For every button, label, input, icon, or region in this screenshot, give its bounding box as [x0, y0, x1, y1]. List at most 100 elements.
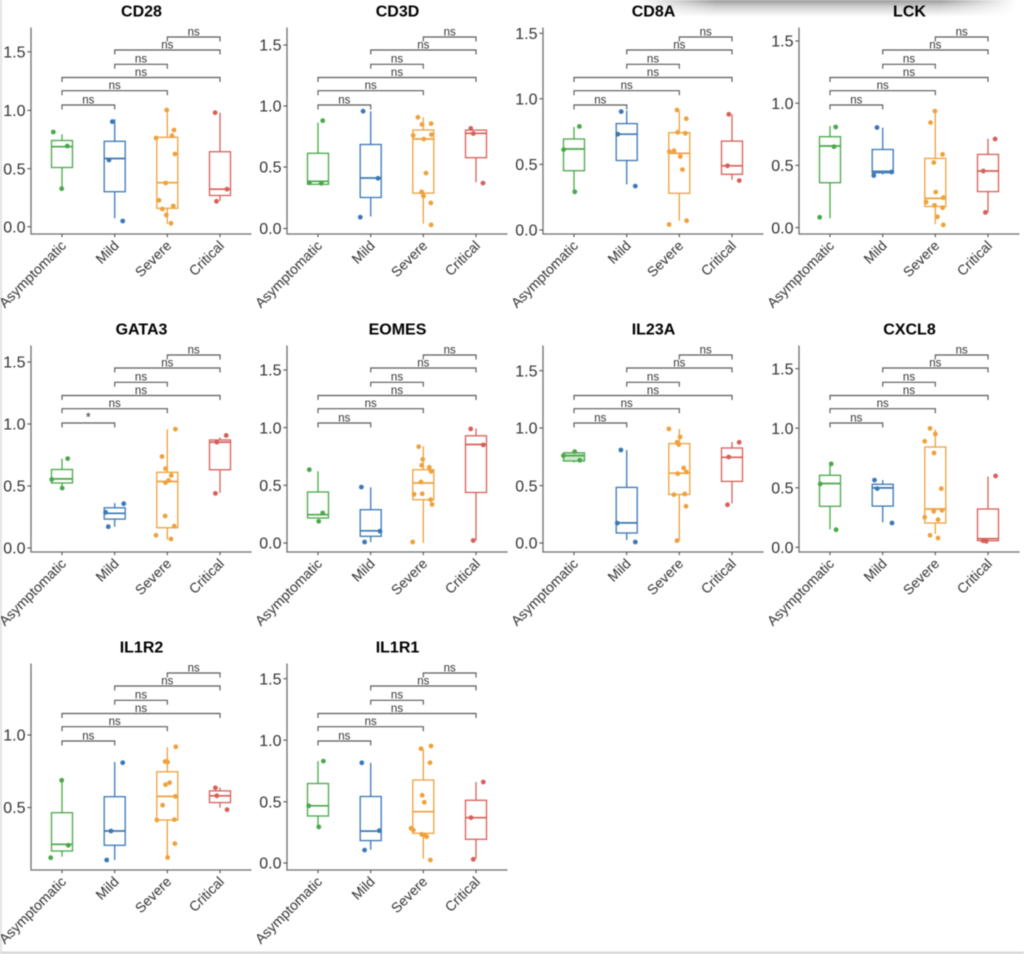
svg-text:ns: ns: [903, 372, 915, 384]
svg-text:0.0: 0.0: [771, 220, 793, 237]
svg-text:ns: ns: [338, 94, 350, 106]
svg-text:ns: ns: [647, 67, 659, 79]
svg-text:ns: ns: [956, 26, 968, 38]
svg-text:ns: ns: [956, 344, 968, 356]
svg-text:ns: ns: [391, 372, 403, 384]
svg-text:1.5: 1.5: [515, 363, 537, 380]
svg-text:ns: ns: [903, 67, 915, 79]
svg-text:1.5: 1.5: [3, 45, 25, 62]
svg-text:*: *: [86, 410, 91, 425]
svg-text:ns: ns: [109, 398, 121, 410]
svg-text:ns: ns: [161, 357, 173, 369]
svg-text:ns: ns: [444, 26, 456, 38]
svg-text:IL1R1: IL1R1: [376, 640, 420, 657]
svg-text:0.5: 0.5: [515, 478, 537, 495]
svg-text:ns: ns: [188, 26, 200, 38]
svg-text:ns: ns: [929, 39, 941, 51]
svg-text:ns: ns: [161, 675, 173, 687]
svg-text:IL1R2: IL1R2: [120, 640, 164, 657]
svg-text:1.0: 1.0: [3, 728, 25, 745]
svg-text:ns: ns: [391, 703, 403, 715]
svg-text:ns: ns: [417, 675, 429, 687]
svg-text:ns: ns: [850, 94, 862, 106]
svg-text:GATA3: GATA3: [116, 322, 168, 339]
svg-text:ns: ns: [700, 344, 712, 356]
svg-text:ns: ns: [391, 690, 403, 702]
svg-text:1.5: 1.5: [771, 361, 793, 378]
svg-text:ns: ns: [673, 357, 685, 369]
svg-text:ns: ns: [594, 412, 606, 424]
svg-text:ns: ns: [594, 94, 606, 106]
svg-text:ns: ns: [391, 385, 403, 397]
svg-text:ns: ns: [135, 385, 147, 397]
svg-text:ns: ns: [444, 662, 456, 674]
svg-text:0.0: 0.0: [259, 221, 281, 238]
svg-text:ns: ns: [444, 344, 456, 356]
svg-text:ns: ns: [82, 94, 94, 106]
svg-text:ns: ns: [700, 26, 712, 38]
svg-text:1.5: 1.5: [259, 38, 281, 55]
svg-text:ns: ns: [365, 716, 377, 728]
svg-text:1.0: 1.0: [3, 417, 25, 434]
svg-text:ns: ns: [903, 54, 915, 66]
svg-text:0.5: 0.5: [259, 478, 281, 495]
svg-text:ns: ns: [365, 80, 377, 92]
svg-text:1.5: 1.5: [515, 26, 537, 43]
svg-text:CD8A: CD8A: [632, 4, 676, 21]
svg-text:1.0: 1.0: [515, 421, 537, 438]
svg-text:1.0: 1.0: [771, 421, 793, 438]
svg-text:0.5: 0.5: [259, 795, 281, 812]
svg-text:ns: ns: [391, 54, 403, 66]
svg-text:1.5: 1.5: [3, 355, 25, 372]
svg-text:0.0: 0.0: [3, 541, 25, 558]
svg-text:1.5: 1.5: [771, 34, 793, 51]
svg-text:0.0: 0.0: [3, 219, 25, 236]
svg-text:0.5: 0.5: [515, 157, 537, 174]
svg-text:1.0: 1.0: [259, 733, 281, 750]
svg-text:CXCL8: CXCL8: [883, 322, 936, 339]
svg-text:ns: ns: [161, 39, 173, 51]
svg-text:ns: ns: [135, 703, 147, 715]
svg-text:0.0: 0.0: [771, 540, 793, 557]
svg-text:ns: ns: [647, 372, 659, 384]
svg-text:ns: ns: [365, 398, 377, 410]
svg-text:ns: ns: [929, 357, 941, 369]
svg-text:CD3D: CD3D: [376, 4, 420, 21]
svg-text:ns: ns: [135, 67, 147, 79]
svg-text:ns: ns: [673, 39, 685, 51]
svg-text:0.0: 0.0: [515, 536, 537, 553]
svg-text:ns: ns: [188, 662, 200, 674]
svg-text:0.5: 0.5: [3, 800, 25, 817]
svg-text:0.0: 0.0: [259, 536, 281, 553]
svg-text:0.5: 0.5: [3, 479, 25, 496]
svg-text:ns: ns: [188, 344, 200, 356]
svg-text:IL23A: IL23A: [632, 322, 676, 339]
svg-text:ns: ns: [417, 357, 429, 369]
svg-text:ns: ns: [109, 716, 121, 728]
svg-text:ns: ns: [877, 398, 889, 410]
svg-text:ns: ns: [647, 385, 659, 397]
svg-text:0.5: 0.5: [3, 161, 25, 178]
svg-text:LCK: LCK: [893, 4, 926, 21]
svg-text:ns: ns: [135, 54, 147, 66]
svg-text:ns: ns: [621, 398, 633, 410]
svg-text:ns: ns: [82, 730, 94, 742]
svg-text:1.0: 1.0: [771, 96, 793, 113]
svg-text:1.0: 1.0: [259, 99, 281, 116]
svg-text:ns: ns: [647, 54, 659, 66]
svg-text:0.0: 0.0: [515, 223, 537, 240]
svg-text:ns: ns: [903, 385, 915, 397]
svg-text:1.5: 1.5: [259, 363, 281, 380]
svg-text:ns: ns: [850, 412, 862, 424]
svg-text:ns: ns: [338, 412, 350, 424]
svg-text:1.0: 1.0: [515, 92, 537, 109]
svg-text:0.0: 0.0: [259, 856, 281, 873]
svg-text:1.0: 1.0: [3, 103, 25, 120]
svg-text:ns: ns: [417, 39, 429, 51]
svg-text:1.5: 1.5: [259, 671, 281, 688]
svg-text:EOMES: EOMES: [369, 322, 427, 339]
svg-text:1.0: 1.0: [259, 420, 281, 437]
svg-text:0.5: 0.5: [771, 481, 793, 498]
svg-text:0.5: 0.5: [771, 158, 793, 175]
svg-text:ns: ns: [109, 80, 121, 92]
